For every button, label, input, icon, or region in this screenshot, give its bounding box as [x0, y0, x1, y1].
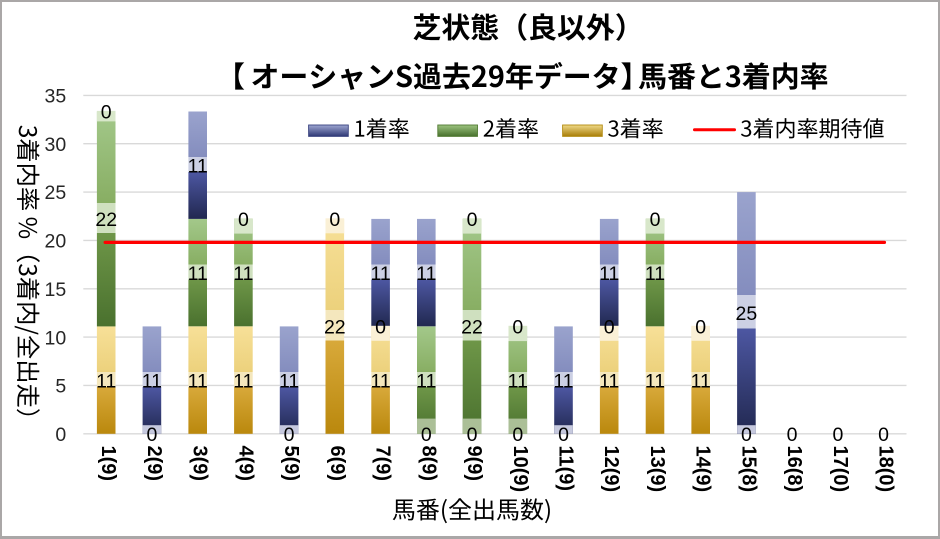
svg-text:11(9): 11(9) — [555, 446, 577, 492]
svg-text:25: 25 — [736, 303, 758, 325]
svg-text:0: 0 — [650, 209, 661, 231]
svg-text:0: 0 — [878, 424, 889, 446]
svg-text:11: 11 — [96, 370, 116, 392]
svg-text:17(0): 17(0) — [829, 446, 851, 493]
svg-text:0: 0 — [329, 209, 340, 231]
svg-text:11: 11 — [416, 263, 436, 285]
svg-text:11: 11 — [599, 263, 619, 285]
svg-text:0: 0 — [787, 424, 798, 446]
svg-text:0: 0 — [238, 209, 249, 231]
svg-text:22: 22 — [324, 317, 346, 339]
svg-text:11: 11 — [645, 370, 665, 392]
svg-text:5(9): 5(9) — [280, 446, 302, 482]
svg-text:11: 11 — [233, 263, 253, 285]
svg-text:1(9): 1(9) — [97, 446, 119, 482]
svg-text:11: 11 — [188, 263, 208, 285]
svg-text:0: 0 — [741, 424, 752, 446]
svg-text:11: 11 — [279, 370, 299, 392]
svg-text:0: 0 — [467, 424, 478, 446]
svg-text:10(9): 10(9) — [509, 446, 531, 493]
svg-text:0: 0 — [55, 424, 66, 446]
svg-text:0: 0 — [604, 317, 615, 339]
svg-text:18(0): 18(0) — [875, 446, 897, 493]
svg-text:11: 11 — [508, 370, 528, 392]
svg-text:8(9): 8(9) — [417, 446, 439, 482]
svg-text:0: 0 — [375, 317, 386, 339]
svg-text:11: 11 — [645, 263, 665, 285]
svg-text:0: 0 — [558, 424, 569, 446]
svg-text:15(8): 15(8) — [737, 446, 759, 493]
svg-text:4(9): 4(9) — [234, 446, 256, 482]
svg-text:11: 11 — [370, 370, 390, 392]
svg-text:22: 22 — [95, 209, 117, 231]
svg-text:0: 0 — [284, 424, 295, 446]
svg-text:11: 11 — [691, 370, 711, 392]
svg-text:0: 0 — [832, 424, 843, 446]
svg-text:22: 22 — [461, 317, 483, 339]
svg-text:0: 0 — [421, 424, 432, 446]
svg-text:16(8): 16(8) — [783, 446, 805, 493]
svg-text:3(9): 3(9) — [189, 446, 211, 482]
svg-text:12(9): 12(9) — [600, 446, 622, 493]
svg-text:11: 11 — [142, 370, 162, 392]
svg-text:11: 11 — [416, 370, 436, 392]
svg-text:30: 30 — [44, 134, 66, 156]
svg-text:20: 20 — [44, 231, 66, 253]
svg-text:11: 11 — [553, 370, 573, 392]
svg-text:0: 0 — [146, 424, 157, 446]
svg-text:35: 35 — [44, 86, 66, 108]
svg-text:0: 0 — [467, 209, 478, 231]
svg-text:14(9): 14(9) — [692, 446, 714, 493]
svg-text:11: 11 — [188, 370, 208, 392]
svg-text:7(9): 7(9) — [372, 446, 394, 482]
svg-text:11: 11 — [599, 370, 619, 392]
svg-text:13(9): 13(9) — [646, 446, 668, 493]
svg-text:25: 25 — [44, 182, 66, 204]
svg-text:11: 11 — [188, 155, 208, 177]
svg-text:5: 5 — [55, 376, 66, 398]
svg-text:0: 0 — [512, 424, 523, 446]
svg-text:11: 11 — [233, 370, 253, 392]
svg-text:11: 11 — [370, 263, 390, 285]
svg-text:0: 0 — [512, 317, 523, 339]
svg-text:10: 10 — [44, 327, 66, 349]
svg-text:9(9): 9(9) — [463, 446, 485, 482]
svg-text:15: 15 — [44, 279, 66, 301]
svg-text:0: 0 — [695, 317, 706, 339]
svg-text:0: 0 — [101, 102, 112, 124]
svg-text:2(9): 2(9) — [143, 446, 165, 482]
svg-text:6(9): 6(9) — [326, 446, 348, 482]
